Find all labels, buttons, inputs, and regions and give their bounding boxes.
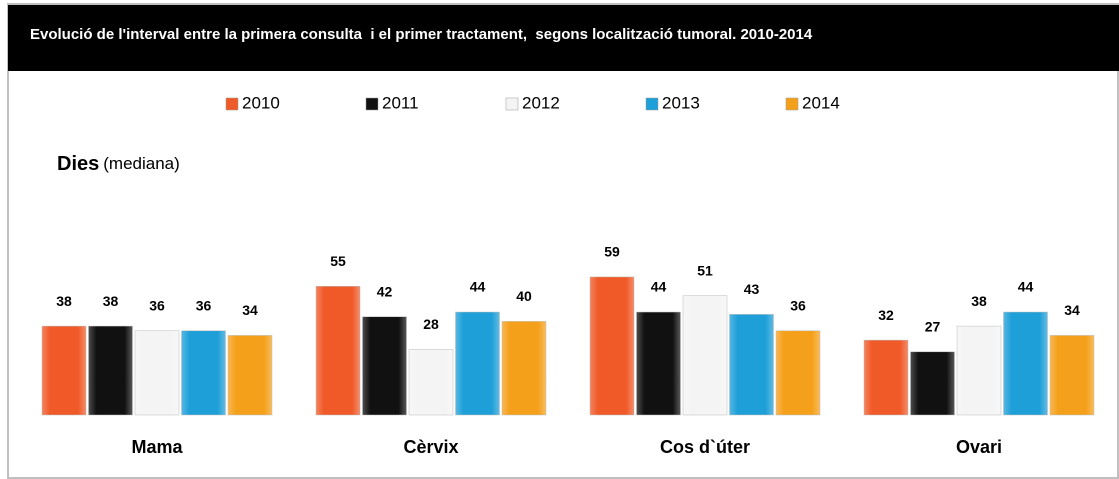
- value-label: 36: [149, 297, 165, 313]
- bar: [910, 351, 955, 416]
- bar: [729, 314, 774, 416]
- bar: [227, 335, 273, 416]
- bar: [134, 330, 180, 416]
- title-bar: [8, 5, 1119, 71]
- value-label: 28: [423, 316, 439, 332]
- legend-label: 2013: [662, 93, 700, 112]
- x-tick-label: Cos d`úter: [660, 437, 750, 457]
- value-label: 42: [377, 283, 393, 299]
- bar: [589, 276, 635, 416]
- bar: [775, 330, 821, 416]
- value-label: 38: [971, 293, 987, 309]
- legend-swatch: [225, 97, 239, 111]
- value-label: 55: [330, 253, 346, 269]
- value-label: 44: [470, 279, 486, 295]
- value-label: 27: [925, 319, 941, 335]
- bar: [636, 311, 681, 416]
- y-label-note: (mediana): [103, 154, 180, 173]
- bar: [88, 325, 133, 416]
- value-label: 38: [56, 293, 72, 309]
- legend-swatch: [785, 97, 799, 111]
- bar: [682, 295, 728, 416]
- bar: [362, 316, 407, 416]
- bar: [501, 321, 547, 416]
- legend-swatch: [505, 97, 519, 111]
- legend-label: 2011: [382, 93, 419, 112]
- y-label: Dies (mediana): [57, 153, 180, 175]
- bar: [455, 311, 500, 416]
- bar: [315, 286, 361, 416]
- x-tick-label: Ovari: [956, 437, 1002, 457]
- bar: [1049, 335, 1095, 416]
- value-label: 38: [103, 293, 119, 309]
- bar: [1003, 311, 1048, 416]
- legend-label: 2012: [522, 93, 560, 112]
- bar: [181, 330, 226, 416]
- value-label: 40: [516, 288, 532, 304]
- value-label: 59: [604, 244, 620, 260]
- legend-swatch: [365, 97, 379, 111]
- value-label: 36: [790, 297, 806, 313]
- value-label: 36: [196, 297, 212, 313]
- legend-label: 2010: [242, 93, 280, 112]
- value-label: 44: [651, 279, 667, 295]
- chart-title: Evolució de l'interval entre la primera …: [30, 26, 813, 43]
- value-label: 44: [1018, 279, 1034, 295]
- value-label: 34: [1064, 302, 1080, 318]
- value-label: 32: [878, 307, 894, 323]
- x-tick-label: Cèrvix: [403, 437, 458, 457]
- legend-swatch: [645, 97, 659, 111]
- y-label-main: Dies: [57, 153, 99, 175]
- x-tick-label: Mama: [131, 437, 183, 457]
- bar: [863, 339, 909, 416]
- bar: [41, 325, 87, 416]
- bar: [956, 325, 1002, 416]
- bar: [408, 349, 454, 416]
- legend-label: 2014: [802, 93, 840, 112]
- value-label: 51: [697, 262, 713, 278]
- value-label: 43: [744, 281, 760, 297]
- value-label: 34: [242, 302, 258, 318]
